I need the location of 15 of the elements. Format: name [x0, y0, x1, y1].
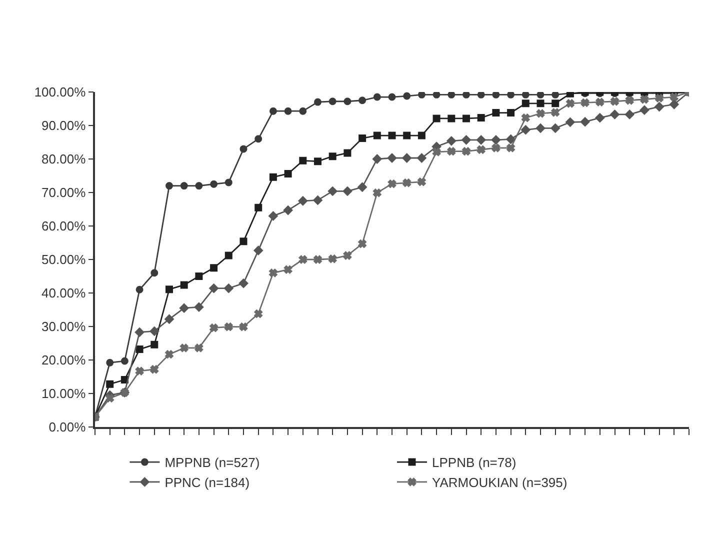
y-tick-label: 50.00% — [42, 252, 86, 268]
y-tick-label: 10.00% — [42, 386, 86, 402]
y-tick-label: 80.00% — [42, 152, 86, 167]
y-tick-label: 70.00% — [42, 185, 86, 200]
y-tick-label: 0.00% — [48, 420, 86, 435]
y-tick-label: 20.00% — [42, 352, 86, 368]
legend-label: MPPNB (n=527) — [164, 455, 260, 470]
legend-label: PPNC (n=184) — [164, 475, 250, 490]
y-tick-label: 30.00% — [42, 319, 86, 334]
y-tick-label: 60.00% — [42, 218, 86, 234]
y-tick-label: 40.00% — [42, 286, 86, 301]
legend-label: LPPNB (n=78) — [432, 455, 516, 470]
y-tick-label: 100.00% — [34, 84, 86, 100]
legend-label: YARMOUKIAN (n=395) — [432, 475, 568, 490]
y-tick-label: 90.00% — [42, 118, 86, 134]
